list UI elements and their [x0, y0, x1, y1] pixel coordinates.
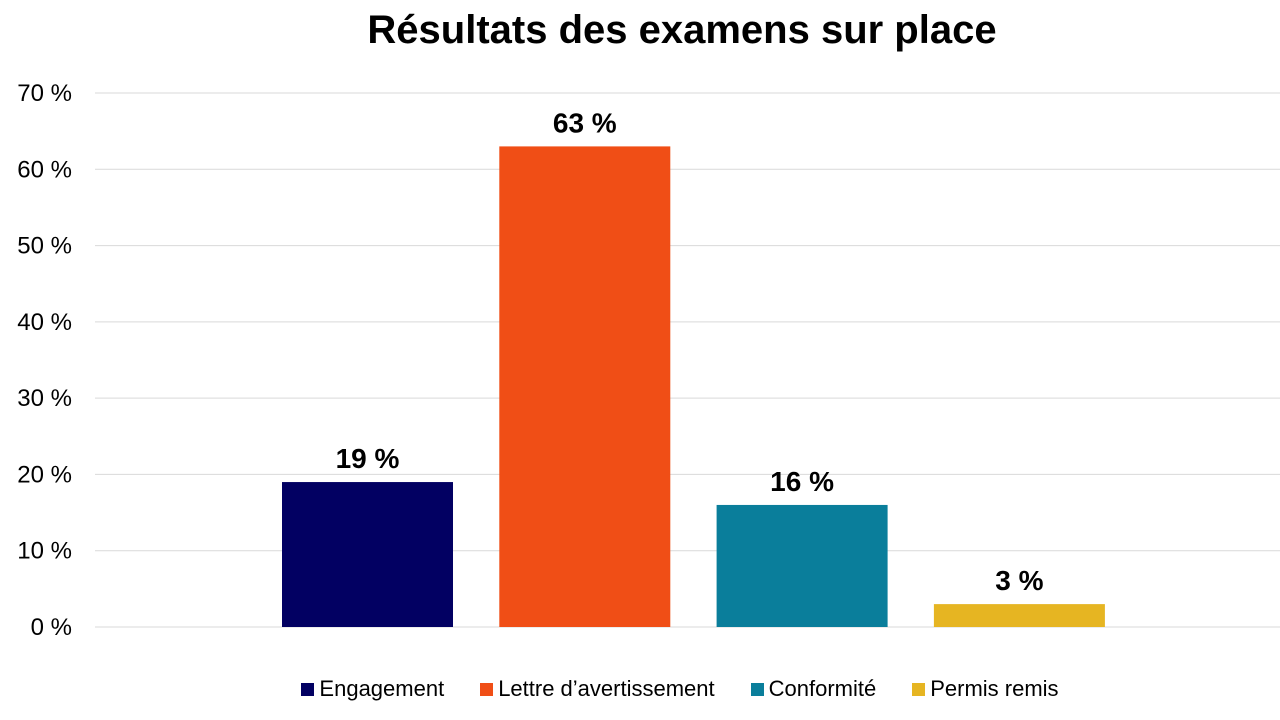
data-label: 19 %: [336, 443, 400, 474]
bar: [933, 604, 1105, 627]
legend-label: Conformité: [768, 676, 877, 701]
y-tick-label: 70 %: [17, 80, 72, 107]
chart-legend: Engagement Lettre d’avertissement Conformi…: [0, 676, 1280, 702]
bar: [282, 482, 453, 627]
y-tick-label: 40 %: [17, 309, 72, 336]
chart-title: Résultats des examens sur place: [367, 8, 997, 52]
y-tick-label: 10 %: [17, 538, 72, 565]
bar: [716, 504, 888, 627]
data-label: 16 %: [770, 466, 834, 497]
legend-item: Engagement: [301, 676, 444, 702]
y-tick-label: 0 %: [31, 614, 72, 641]
chart-plot: 0 % 10 % 20 % 30 % 40 % 50 % 60 % 70 % 19 % 63 % 1…: [17, 80, 1280, 641]
y-tick-label: 30 %: [17, 385, 72, 412]
legend-swatch: [750, 682, 764, 696]
data-label: 3 %: [995, 565, 1043, 596]
y-tick-label: 60 %: [17, 156, 72, 183]
y-tick-label: 20 %: [17, 461, 72, 488]
legend-item: Conformité: [750, 676, 877, 702]
bar: [499, 146, 671, 627]
legend-swatch: [301, 682, 315, 696]
legend-item: Permis remis: [912, 676, 1059, 702]
legend-label: Lettre d’avertissement: [498, 676, 715, 701]
legend-swatch: [480, 682, 494, 696]
y-tick-label: 50 %: [17, 233, 72, 260]
legend-label: Permis remis: [930, 676, 1059, 701]
legend-item: Lettre d’avertissement: [480, 676, 715, 702]
data-label: 63 %: [553, 107, 617, 138]
legend-swatch: [912, 682, 926, 696]
legend-label: Engagement: [319, 676, 445, 701]
